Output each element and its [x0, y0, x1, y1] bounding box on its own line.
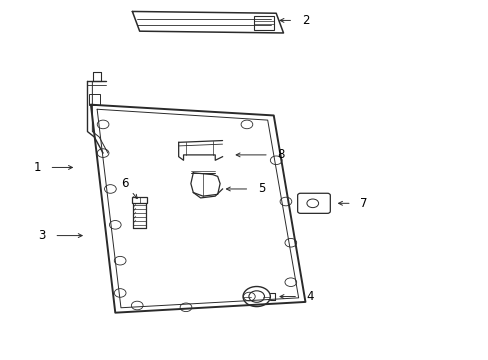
Bar: [132, 197, 147, 203]
Text: 6: 6: [121, 177, 128, 190]
Text: 1: 1: [34, 161, 41, 174]
Bar: [254, 16, 273, 30]
Text: 4: 4: [306, 290, 313, 303]
Text: 5: 5: [257, 183, 264, 195]
Bar: [89, 94, 100, 105]
Text: 3: 3: [39, 229, 46, 242]
Text: 8: 8: [277, 148, 284, 161]
Text: 2: 2: [301, 14, 308, 27]
Text: 7: 7: [360, 197, 367, 210]
